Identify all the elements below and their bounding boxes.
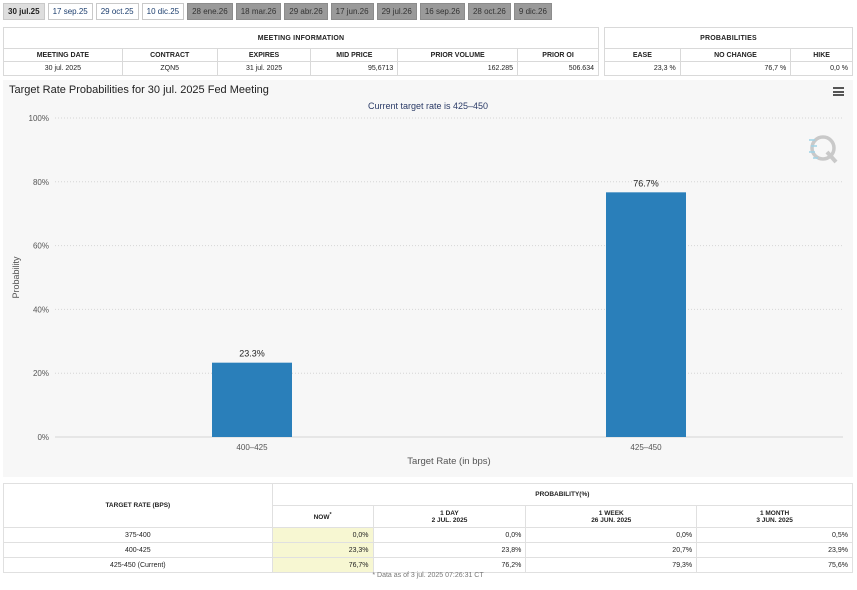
- header-1-day: 1 DAY 2 JUL. 2025: [372, 505, 527, 528]
- 1-day-value: 76,2%: [372, 557, 527, 573]
- 1-month-value: 75,6%: [696, 557, 853, 573]
- header-ease: EASE: [604, 48, 681, 62]
- header-contract: CONTRACT: [121, 48, 218, 62]
- mid-price-value: 95,6713: [310, 61, 399, 76]
- y-tick-label: 40%: [33, 305, 49, 314]
- tab-29-jul-26[interactable]: 29 jul.26: [376, 3, 417, 20]
- rate-400-425: 400-425: [3, 542, 273, 558]
- rate-375-400: 375-400: [3, 527, 273, 543]
- 1-month-value: 23,9%: [696, 542, 853, 558]
- header-probability: PROBABILITY(%): [271, 483, 854, 506]
- 1-day-value: 23,8%: [372, 542, 527, 558]
- 1-week-value: 20,7%: [525, 542, 698, 558]
- 1-week-value: 0,0%: [525, 527, 698, 543]
- header-expires: EXPIRES: [216, 48, 312, 62]
- header-1-month: 1 MONTH 3 JUN. 2025: [696, 505, 853, 528]
- x-axis-label: Target Rate (in bps): [407, 456, 490, 467]
- ease-value: 23,3 %: [604, 61, 681, 76]
- tab-29-abr-26[interactable]: 29 abr.26: [284, 3, 328, 20]
- 1-month-value: 0,5%: [696, 527, 853, 543]
- tab-28-ene-26[interactable]: 28 ene.26: [187, 3, 233, 20]
- meeting-information-table: MEETING INFORMATION MEETING DATE CONTRAC…: [3, 27, 599, 76]
- table-row: 425-450 (Current) 76,7% 76,2% 79,3% 75,6…: [3, 557, 853, 573]
- tab-16-sep-26[interactable]: 16 sep.26: [419, 3, 465, 20]
- chart-bars: [212, 192, 686, 437]
- meeting-date-tabs: 30 jul.25 17 sep.25 29 oct.25 10 dic.25 …: [3, 3, 552, 20]
- bar: [212, 362, 292, 437]
- table-row: 375-400 0,0% 0,0% 0,0% 0,5%: [3, 527, 853, 543]
- meeting-date-value: 30 jul. 2025: [3, 61, 123, 76]
- now-value: 23,3%: [271, 542, 374, 558]
- probabilities-title: PROBABILITIES: [604, 27, 853, 49]
- y-tick-label: 100%: [29, 114, 49, 123]
- now-value: 76,7%: [271, 557, 374, 573]
- tab-10-dic-25[interactable]: 10 dic.25: [141, 3, 185, 20]
- tab-9-dic-26[interactable]: 9 dic.26: [513, 3, 552, 20]
- tab-18-mar-26[interactable]: 18 mar.26: [235, 3, 282, 20]
- chart-grid: [55, 117, 843, 438]
- y-tick-label: 20%: [33, 369, 49, 378]
- y-tick-label: 60%: [33, 242, 49, 251]
- x-tick-label: 425–450: [630, 443, 662, 452]
- header-prior-oi: PRIOR OI: [517, 48, 599, 62]
- header-prior-volume: PRIOR VOLUME: [397, 48, 519, 62]
- chart-labels: 0% 20% 40% 60% 80% 100% Probability Target Rate…: [11, 114, 662, 467]
- header-target-rate: TARGET RATE (BPS): [3, 483, 273, 528]
- tab-28-oct-26[interactable]: 28 oct.26: [467, 3, 511, 20]
- bar: [606, 192, 686, 437]
- hike-value: 0,0 %: [790, 61, 853, 76]
- x-tick-label: 400–425: [236, 443, 268, 452]
- target-rate-probability-table: TARGET RATE (BPS) PROBABILITY(%) NOW* 1 …: [3, 483, 854, 573]
- probabilities-table: PROBABILITIES EASE NO CHANGE HIKE 23,3 %…: [604, 27, 853, 76]
- prior-oi-value: 506.634: [517, 61, 599, 76]
- probability-bar-chart: 0% 20% 40% 60% 80% 100% Probability Target Rate…: [11, 114, 843, 467]
- no-change-value: 76,7 %: [679, 61, 792, 76]
- header-now: NOW*: [271, 505, 374, 528]
- data-timestamp-footnote: * Data as of 3 jul. 2025 07:26:31 CT: [372, 572, 484, 579]
- meeting-information-title: MEETING INFORMATION: [3, 27, 599, 49]
- tab-30-jul-25[interactable]: 30 jul.25: [3, 3, 45, 20]
- chart-subtitle: Current target rate is 425–450: [367, 101, 489, 111]
- data-label: 76.7%: [633, 178, 659, 188]
- q-logo-icon: [809, 135, 838, 164]
- y-tick-label: 0%: [37, 433, 49, 442]
- 1-day-value: 0,0%: [372, 527, 527, 543]
- table-row: 400-425 23,3% 23,8% 20,7% 23,9%: [3, 542, 853, 558]
- rate-425-450-current: 425-450 (Current): [3, 557, 273, 573]
- prior-volume-value: 162.285: [397, 61, 519, 76]
- expires-value: 31 jul. 2025: [216, 61, 312, 76]
- header-hike: HIKE: [790, 48, 853, 62]
- y-tick-label: 80%: [33, 178, 49, 187]
- 1-week-value: 79,3%: [525, 557, 698, 573]
- header-meeting-date: MEETING DATE: [3, 48, 123, 62]
- header-mid-price: MID PRICE: [310, 48, 399, 62]
- hamburger-menu-icon[interactable]: [833, 87, 844, 96]
- header-no-change: NO CHANGE: [679, 48, 792, 62]
- now-value: 0,0%: [271, 527, 374, 543]
- contract-value: ZQN5: [121, 61, 218, 76]
- y-axis-label: Probability: [11, 256, 21, 299]
- tab-17-jun-26[interactable]: 17 jun.26: [330, 3, 374, 20]
- tab-17-sep-25[interactable]: 17 sep.25: [47, 3, 93, 20]
- header-1-week: 1 WEEK 26 JUN. 2025: [525, 505, 698, 528]
- chart-title: Target Rate Probabilities for 30 jul. 20…: [9, 84, 269, 96]
- data-label: 23.3%: [239, 349, 265, 359]
- chart-panel: 0% 20% 40% 60% 80% 100% Probability Target Rate…: [3, 80, 853, 477]
- tab-29-oct-25[interactable]: 29 oct.25: [95, 3, 139, 20]
